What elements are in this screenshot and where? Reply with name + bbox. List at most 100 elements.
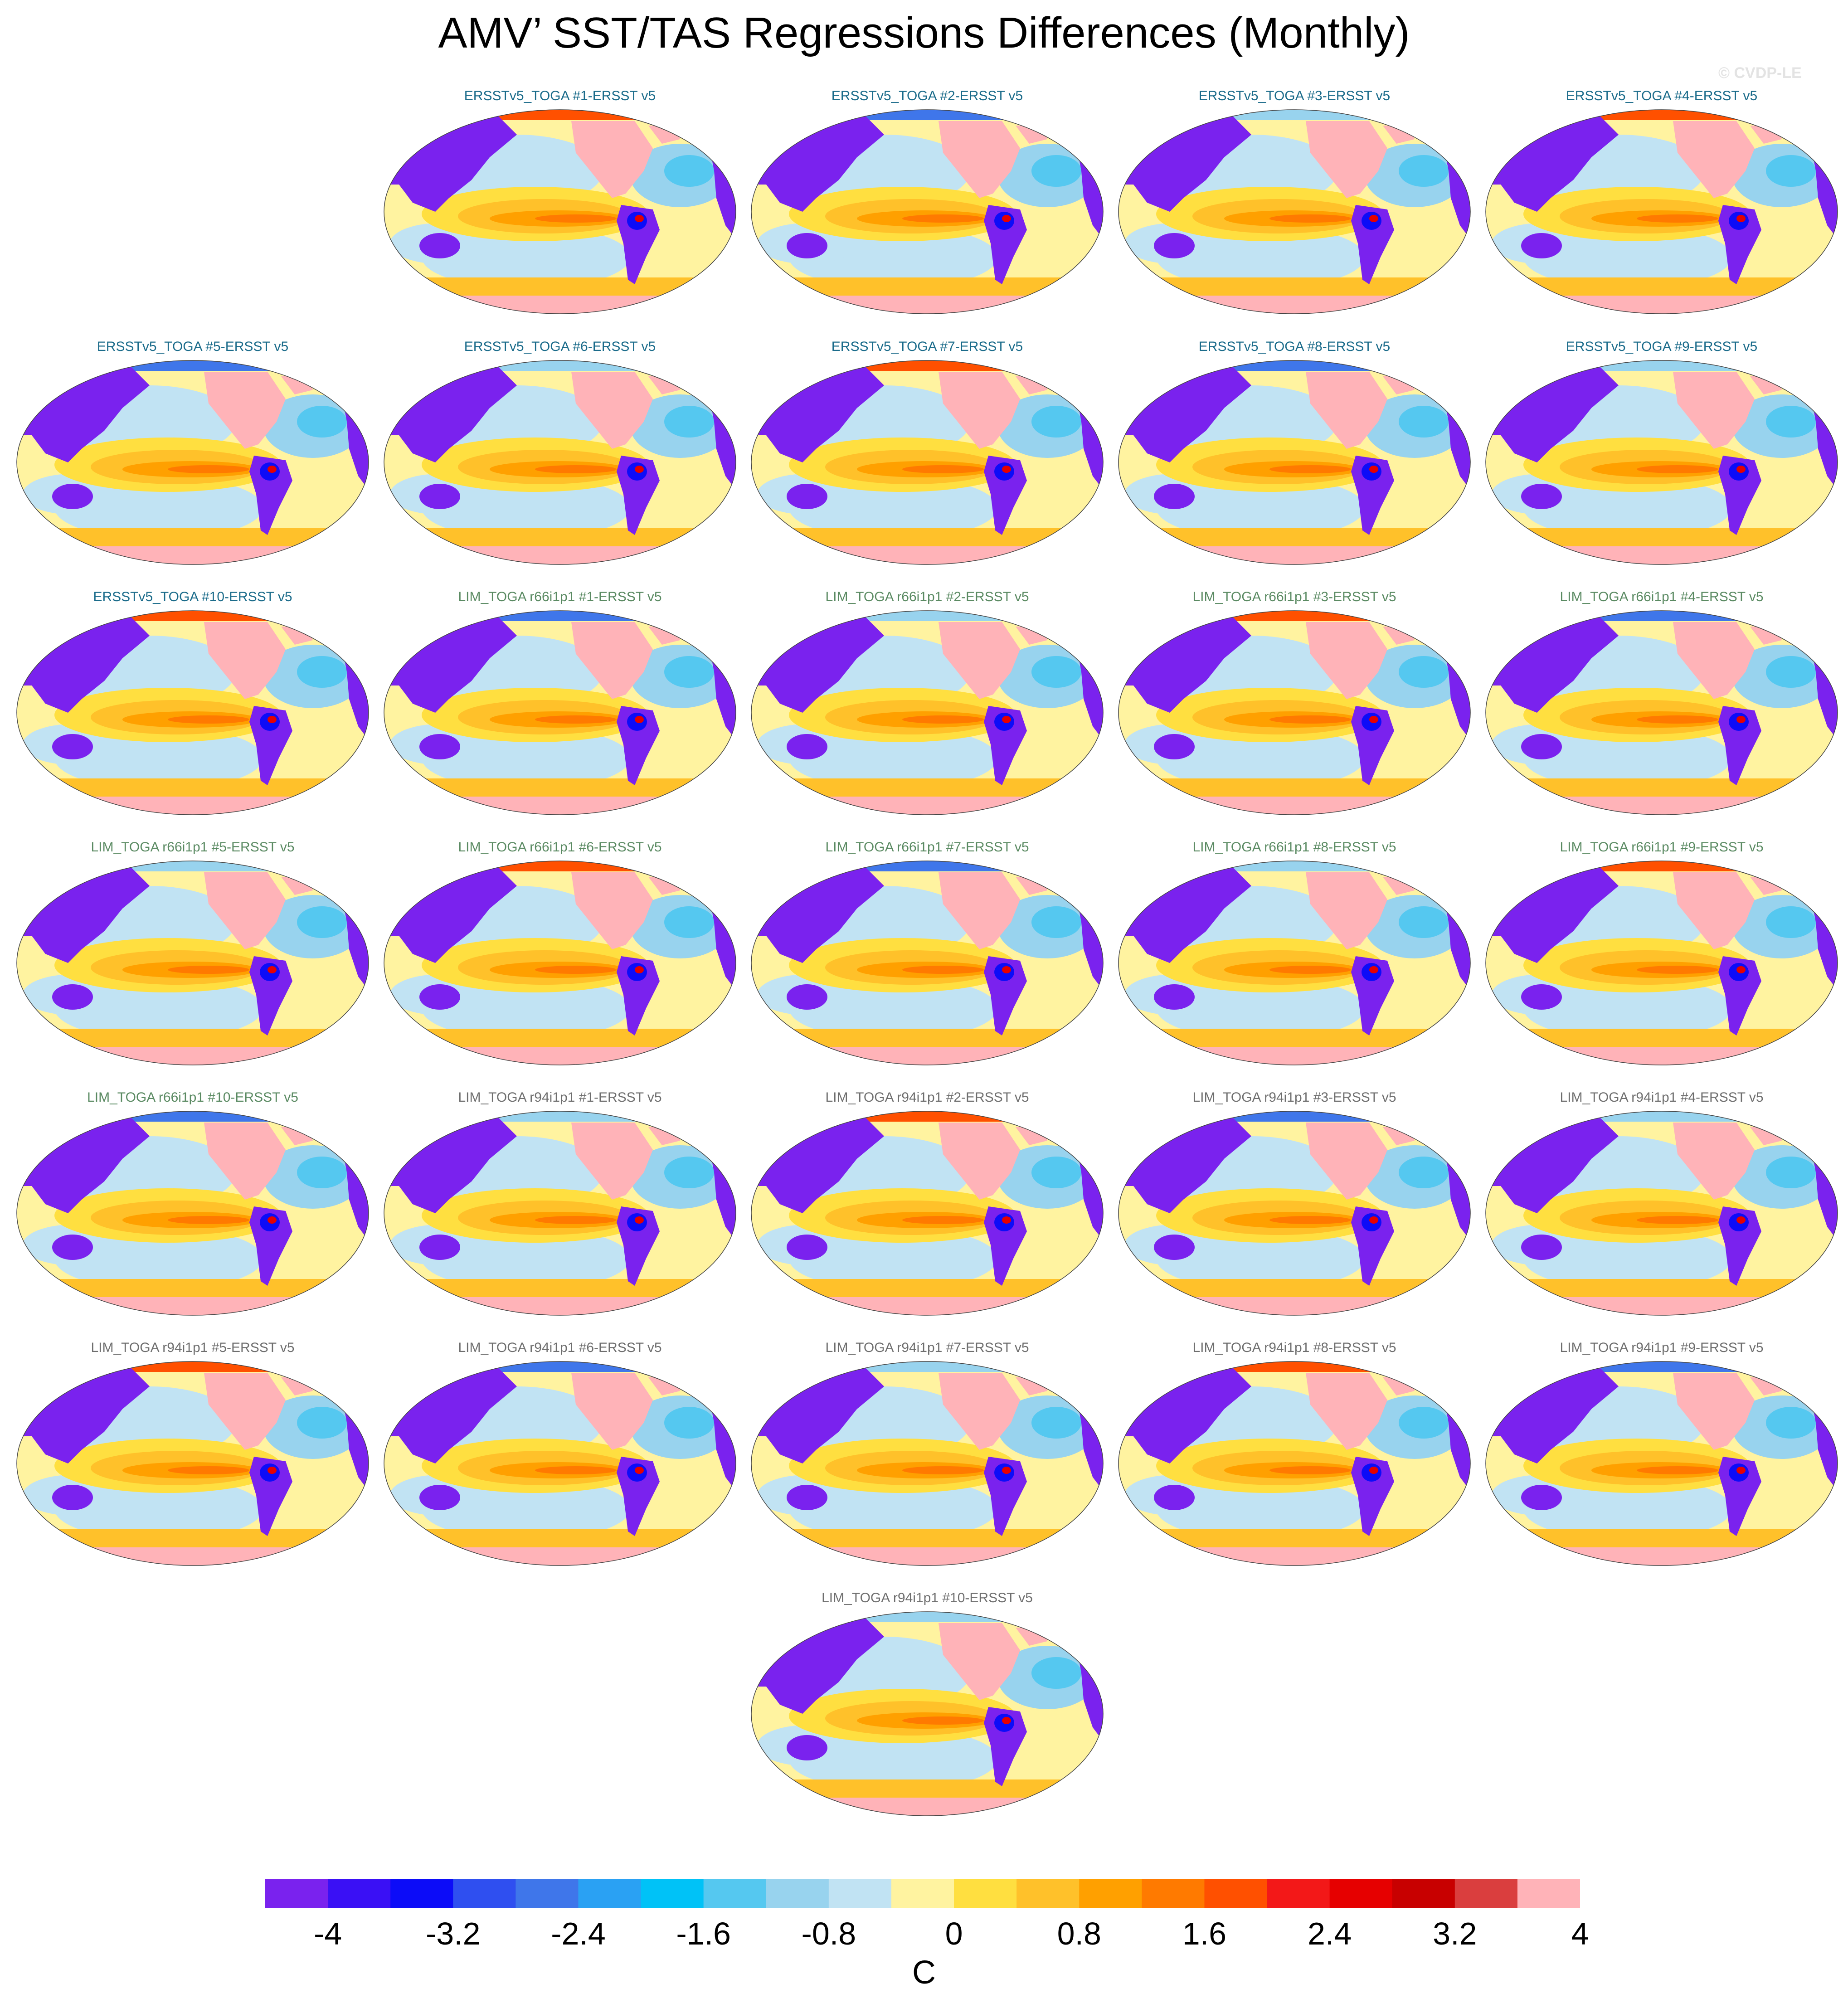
arctic-band [1119, 1361, 1470, 1372]
global-map [751, 109, 1104, 314]
map-outline [1485, 1111, 1838, 1316]
map-outline [751, 1611, 1104, 1816]
southern-ocean-warm [751, 1029, 1103, 1047]
southern-ocean-warm [751, 778, 1103, 797]
south-america-hotspot [1369, 1467, 1378, 1474]
antarctica [384, 1297, 736, 1315]
map-panel: LIM_TOGA r94i1p1 #2-ERSST v5 [744, 1090, 1111, 1326]
south-america-land [984, 706, 1027, 785]
southern-ocean-warm [1119, 1279, 1470, 1297]
antarctica [1486, 797, 1838, 815]
map-panel: LIM_TOGA r94i1p1 #5-ERSST v5 [9, 1340, 376, 1576]
north-atlantic-core [1031, 155, 1081, 187]
global-map [751, 610, 1104, 815]
antarctica [1119, 296, 1470, 314]
north-america-land [571, 121, 653, 198]
equatorial-max [1269, 966, 1351, 974]
south-america-land [984, 1707, 1027, 1786]
north-america-land [204, 622, 286, 699]
north-atlantic-core [297, 1157, 347, 1188]
colorbar-tick-label: 0.8 [1057, 1916, 1101, 1951]
north-america-land [939, 622, 1020, 699]
panel-title: LIM_TOGA r66i1p1 #10-ERSST v5 [87, 1090, 298, 1105]
equatorial-max [1637, 465, 1718, 473]
north-atlantic-core [1399, 155, 1449, 187]
colorbar-swatch [1329, 1879, 1393, 1908]
map-panel: LIM_TOGA r66i1p1 #7-ERSST v5 [744, 840, 1111, 1075]
panel-title: ERSSTv5_TOGA #3-ERSST v5 [1198, 88, 1391, 103]
arctic-band [751, 1612, 1103, 1622]
north-america-land [204, 872, 286, 949]
colorbar [265, 1879, 1580, 1908]
antarctica [751, 797, 1103, 815]
panel-title: LIM_TOGA r66i1p1 #9-ERSST v5 [1560, 840, 1764, 855]
arctic-band [1486, 1111, 1838, 1122]
north-america-land [571, 872, 653, 949]
colorbar-swatch [891, 1879, 954, 1908]
south-america-land [617, 1457, 660, 1536]
north-america-land [939, 1623, 1020, 1700]
north-atlantic-core [1766, 1157, 1816, 1188]
map-outline [1485, 109, 1838, 314]
antarctica [751, 1798, 1103, 1816]
panel-title: LIM_TOGA r66i1p1 #2-ERSST v5 [825, 589, 1029, 604]
australia-land [1521, 1235, 1562, 1260]
south-america-land [1351, 205, 1394, 284]
australia-land [419, 984, 460, 1010]
map-panel: ERSSTv5_TOGA #10-ERSST v5 [9, 589, 376, 825]
global-map [384, 360, 736, 565]
north-america-land [939, 1373, 1020, 1450]
australia-land [1521, 1485, 1562, 1510]
map-panel: LIM_TOGA r94i1p1 #3-ERSST v5 [1111, 1090, 1478, 1326]
south-america-hotspot [1369, 215, 1378, 222]
australia-land [1521, 484, 1562, 509]
panel-title: LIM_TOGA r94i1p1 #2-ERSST v5 [825, 1090, 1029, 1105]
equatorial-max [1637, 715, 1718, 724]
north-atlantic-core [297, 406, 347, 438]
equatorial-max [902, 1716, 984, 1725]
southern-ocean-warm [751, 1529, 1103, 1547]
north-atlantic-core [1766, 656, 1816, 688]
equatorial-max [535, 465, 617, 473]
australia-land [52, 1235, 93, 1260]
map-panel: ERSSTv5_TOGA #8-ERSST v5 [1111, 339, 1478, 575]
southern-ocean-warm [1486, 778, 1838, 797]
arctic-band [17, 1111, 369, 1122]
map-panel: ERSSTv5_TOGA #9-ERSST v5 [1478, 339, 1845, 575]
map-panel: LIM_TOGA r66i1p1 #3-ERSST v5 [1111, 589, 1478, 825]
panel-title: ERSSTv5_TOGA #1-ERSST v5 [464, 88, 656, 103]
global-map [16, 360, 369, 565]
north-atlantic-core [1031, 1657, 1081, 1689]
australia-land [52, 1485, 93, 1510]
global-map [1485, 1361, 1838, 1566]
north-america-land [1673, 1373, 1755, 1450]
equatorial-max [535, 715, 617, 724]
global-map [1485, 861, 1838, 1065]
colorbar-tick-label: 0 [945, 1916, 963, 1951]
north-america-land [1306, 1123, 1387, 1200]
map-outline [1485, 861, 1838, 1065]
south-america-hotspot [1369, 1216, 1378, 1224]
north-atlantic-core [1031, 656, 1081, 688]
equatorial-max [535, 966, 617, 974]
panel-title: LIM_TOGA r66i1p1 #8-ERSST v5 [1192, 840, 1396, 855]
colorbar-swatch [328, 1879, 391, 1908]
colorbar-swatch [1142, 1879, 1205, 1908]
panel-title: LIM_TOGA r94i1p1 #10-ERSST v5 [822, 1590, 1033, 1605]
south-america-land [984, 1206, 1027, 1286]
north-atlantic-core [664, 906, 714, 938]
north-atlantic-core [1766, 906, 1816, 938]
australia-land [787, 484, 827, 509]
arctic-band [1119, 1111, 1470, 1122]
equatorial-max [535, 214, 617, 223]
equatorial-max [168, 1466, 249, 1474]
arctic-band [1119, 611, 1470, 621]
australia-land [787, 233, 827, 258]
colorbar-swatch [828, 1879, 892, 1908]
antarctica [1486, 1047, 1838, 1065]
southern-ocean-warm [17, 1279, 369, 1297]
antarctica [751, 546, 1103, 564]
south-america-land [249, 1457, 292, 1536]
colorbar-swatch [390, 1879, 453, 1908]
southern-ocean-warm [1119, 277, 1470, 296]
